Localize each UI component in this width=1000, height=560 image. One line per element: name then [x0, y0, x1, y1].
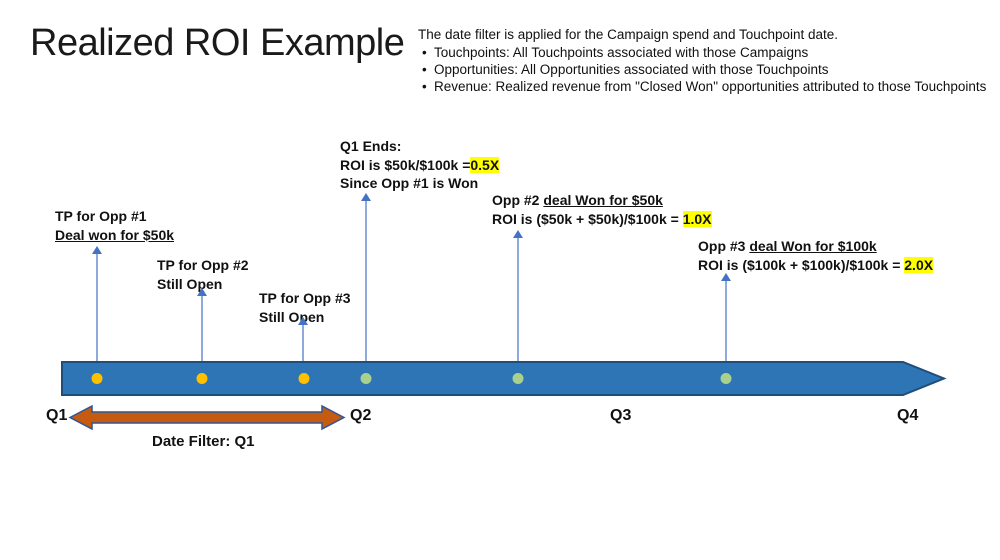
- deal-won-underlined: deal Won for $50k: [543, 192, 663, 208]
- roi-value-highlight: 2.0X: [904, 256, 934, 273]
- timeline-dots: [0, 360, 1000, 398]
- opp-label: Opp #2: [492, 192, 544, 208]
- annotation-line: TP for Opp #2: [157, 257, 249, 273]
- deal-won-underlined: deal Won for $100k: [749, 238, 877, 254]
- roi-formula: ROI is ($50k + $50k)/$100k =: [492, 210, 683, 227]
- note-intro: The date filter is applied for the Campa…: [418, 27, 839, 42]
- annotation-tp1: TP for Opp #1 Deal won for $50k: [55, 207, 174, 244]
- quarter-label-q3: Q3: [610, 407, 632, 424]
- bullet-icon: •: [422, 79, 427, 94]
- annotation-line: Still Open: [157, 275, 223, 292]
- roi-value-highlight: 1.0X: [682, 210, 712, 227]
- annotation-line: Still Open: [259, 308, 325, 325]
- roi-value-highlight: 0.5X: [470, 156, 500, 173]
- annotation-line: ROI is ($100k + $100k)/$100k = 2.0X: [698, 256, 934, 275]
- note-bullet-text: Opportunities: All Opportunities associa…: [434, 62, 829, 77]
- opp-label: Opp #3: [698, 238, 750, 254]
- annotation-line: ROI is ($50k + $50k)/$100k = 1.0X: [492, 210, 712, 229]
- date-filter-arrow: [68, 404, 346, 431]
- note-bullet-text: Touchpoints: All Touchpoints associated …: [434, 45, 809, 60]
- date-filter-note: The date filter is applied for the Campa…: [418, 26, 993, 95]
- quarter-label-q2: Q2: [350, 407, 372, 424]
- bullet-icon: •: [422, 62, 427, 77]
- up-arrow-tp3: [298, 317, 308, 362]
- annotation-line: Q1 Ends:: [340, 138, 402, 154]
- up-arrow-tp2: [197, 288, 207, 362]
- roi-formula: ROI is ($100k + $100k)/$100k =: [698, 256, 905, 273]
- annotation-opp2: Opp #2 deal Won for $50k ROI is ($50k + …: [492, 191, 712, 228]
- annotation-line-underlined: Deal won for $50k: [55, 226, 175, 243]
- up-arrow-q1-ends: [361, 193, 371, 362]
- annotation-line: ROI is $50k/$100k =0.5X: [340, 156, 500, 175]
- up-arrow-tp1: [92, 246, 102, 362]
- note-bullet-touchpoints: • Touchpoints: All Touchpoints associate…: [418, 44, 993, 61]
- up-arrow-opp2: [513, 230, 523, 362]
- timeline-bar: [61, 361, 947, 396]
- quarter-label-q1: Q1: [46, 407, 68, 424]
- quarter-label-q4: Q4: [897, 407, 919, 424]
- up-arrow-opp3: [721, 273, 731, 362]
- annotation-q1-ends: Q1 Ends: ROI is $50k/$100k =0.5X Since O…: [340, 137, 500, 193]
- timeline-dot-event-opp3-won: [720, 373, 732, 384]
- timeline-dot-touchpoint-q1-a: [91, 373, 103, 384]
- annotation-line: Opp #2 deal Won for $50k: [492, 191, 712, 210]
- note-bullet-text: Revenue: Realized revenue from "Closed W…: [434, 79, 987, 94]
- roi-formula: ROI is $50k/$100k =: [340, 156, 471, 173]
- page-title: Realized ROI Example: [30, 22, 405, 64]
- date-filter-label: Date Filter: Q1: [152, 433, 255, 450]
- timeline-dot-touchpoint-q1-b: [196, 373, 208, 384]
- timeline-dot-event-q1-end: [360, 373, 372, 384]
- annotation-opp3: Opp #3 deal Won for $100k ROI is ($100k …: [698, 237, 934, 275]
- annotation-tp2: TP for Opp #2 Still Open: [157, 256, 249, 293]
- date-filter-arrow-shape: [68, 404, 346, 431]
- note-bullet-revenue: • Revenue: Realized revenue from "Closed…: [418, 78, 993, 95]
- timeline-dot-event-opp2-won: [512, 373, 524, 384]
- annotation-line: TP for Opp #1: [55, 208, 147, 224]
- timeline-bar-shape: [61, 361, 947, 396]
- annotation-tp3: TP for Opp #3 Still Open: [259, 289, 351, 326]
- timeline-dot-touchpoint-q1-c: [298, 373, 310, 384]
- bullet-icon: •: [422, 45, 427, 60]
- annotation-line: TP for Opp #3: [259, 290, 351, 306]
- note-bullet-opportunities: • Opportunities: All Opportunities assoc…: [418, 61, 993, 78]
- annotation-line: Opp #3 deal Won for $100k: [698, 237, 933, 256]
- annotation-line: Since Opp #1 is Won: [340, 175, 479, 191]
